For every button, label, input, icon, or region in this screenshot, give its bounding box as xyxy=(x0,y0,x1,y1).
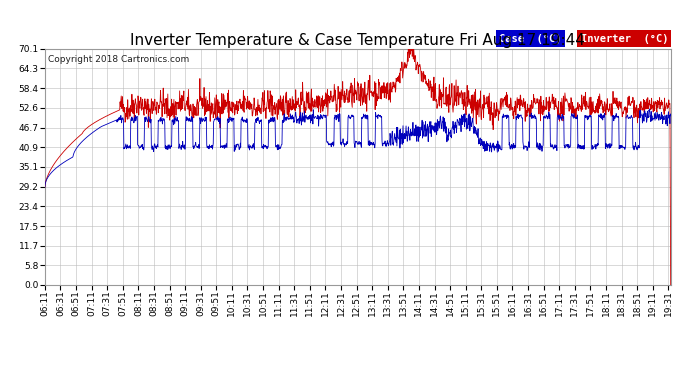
Text: Copyright 2018 Cartronics.com: Copyright 2018 Cartronics.com xyxy=(48,55,189,64)
Text: Inverter  (°C): Inverter (°C) xyxy=(580,34,668,44)
Title: Inverter Temperature & Case Temperature Fri Aug 17 19:44: Inverter Temperature & Case Temperature … xyxy=(130,33,585,48)
Text: Case  (°C): Case (°C) xyxy=(499,34,562,44)
